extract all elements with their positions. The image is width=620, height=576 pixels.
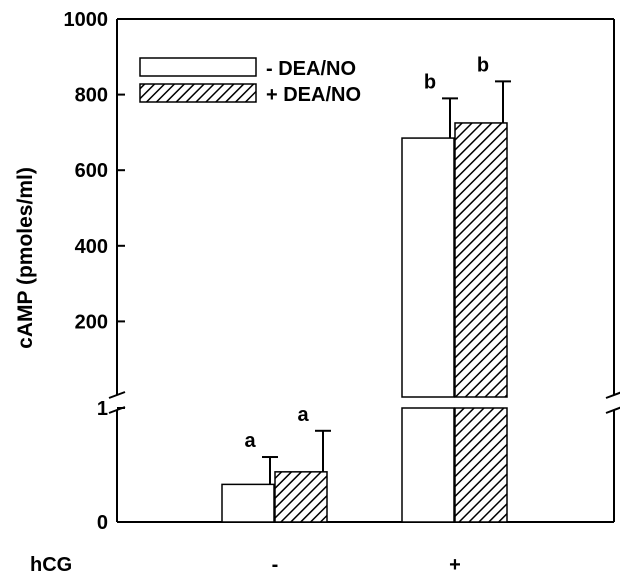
y-tick-label: 1 [97,398,108,420]
legend-label: + DEA/NO [266,84,361,106]
significance-letter: b [477,54,489,76]
significance-letter: a [244,430,256,452]
x-category-label: + [449,554,461,576]
axis-break-right-lower [605,406,620,414]
y-tick-label: 1000 [64,9,109,31]
y-tick-label: 600 [75,160,108,182]
legend-swatch [139,83,257,103]
y-tick-label: 0 [97,512,108,534]
x-row-label: hCG [30,554,72,576]
legend-swatch [139,57,257,77]
axis-break-left-upper [108,391,126,399]
bar [401,137,455,398]
bar-lower-part [454,407,508,523]
y-tick-label: 400 [75,236,108,258]
bar-lower-part [401,407,455,523]
legend-label: - DEA/NO [266,58,356,80]
y-tick-label: 800 [75,85,108,107]
y-axis-label: cAMP (pmoles/ml) [14,167,37,349]
bar [274,471,328,523]
axis-break-right-upper [605,391,620,399]
y-tick-label: 200 [75,311,108,333]
significance-letter: a [297,404,309,426]
x-category-label: - [272,554,279,576]
significance-letter: b [424,71,436,93]
bar [221,483,275,523]
bar [454,122,508,398]
